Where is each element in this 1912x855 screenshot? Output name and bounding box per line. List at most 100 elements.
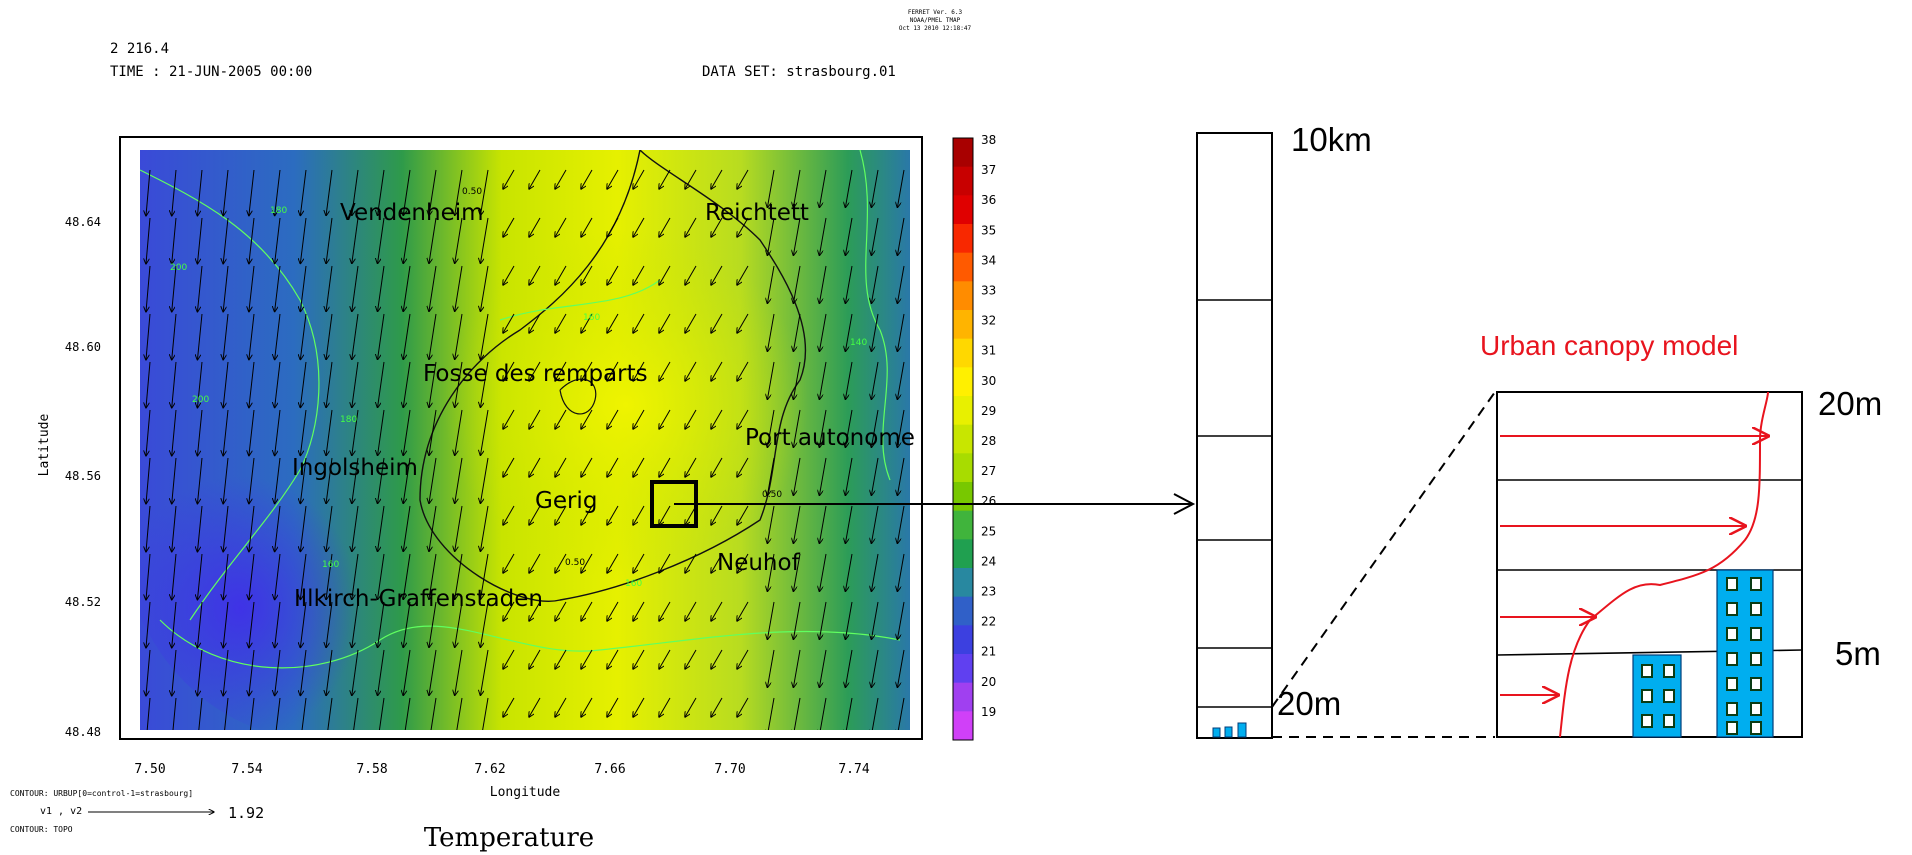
colorbar-tick: 35	[981, 223, 996, 237]
wind-vector	[503, 697, 515, 717]
wind-vector	[685, 217, 697, 237]
contour-label: 0.50	[762, 490, 782, 500]
colorbar-swatch	[953, 510, 973, 540]
colorbar-tick: 20	[981, 675, 996, 689]
wind-vector	[633, 313, 645, 333]
wind-vector	[275, 217, 281, 264]
wind-vector	[633, 697, 645, 717]
wind-vector	[300, 409, 307, 456]
wind-vector	[897, 265, 905, 303]
colorbar-swatch	[953, 654, 973, 684]
wind-vector	[819, 265, 827, 303]
wind-vector	[223, 361, 229, 408]
wind-vector	[300, 169, 307, 216]
wind-vector	[871, 169, 879, 207]
wind-vector	[607, 601, 619, 621]
colorbar-swatch	[953, 711, 973, 741]
wind-vector	[633, 265, 645, 285]
wind-vector	[223, 409, 229, 456]
wind-vector	[249, 505, 255, 552]
place-label: Gerig	[535, 488, 597, 514]
wind-vector	[897, 697, 905, 730]
wind-vector	[711, 313, 723, 333]
wind-vector	[607, 217, 619, 237]
wind-vector	[685, 697, 697, 717]
wind-vector	[455, 169, 463, 215]
wind-vector	[711, 457, 723, 477]
y-ticks: 48.64 48.60 48.56 48.52 48.48	[65, 215, 101, 739]
wind-vector	[326, 553, 333, 600]
colorbar-swatch	[953, 195, 973, 225]
wind-vector	[711, 265, 723, 285]
colorbar-tick: 27	[981, 464, 996, 478]
colorbar-tick: 34	[981, 253, 996, 267]
wind-vector	[455, 313, 463, 359]
wind-vector	[172, 457, 177, 504]
wind-vector	[555, 409, 567, 429]
wind-vector	[555, 697, 567, 717]
building-window	[1726, 602, 1738, 616]
wind-vector	[378, 505, 385, 552]
wind-vector	[581, 457, 593, 477]
wind-vector	[352, 169, 359, 216]
y-tick: 48.64	[65, 215, 101, 229]
wind-vector	[711, 217, 723, 237]
wind-vector	[403, 361, 411, 408]
place-label: Illkirch-Graffenstaden	[294, 586, 543, 612]
wind-vector	[845, 313, 853, 351]
mini-building	[1212, 727, 1221, 738]
building-window	[1750, 702, 1762, 716]
wind-vector	[172, 265, 177, 312]
wind-vector	[737, 601, 749, 621]
wind-vector	[767, 457, 775, 495]
wind-vector	[300, 361, 307, 408]
wind-vector	[819, 457, 827, 495]
wind-vector	[819, 217, 827, 255]
x-ticks: 7.50 7.54 7.58 7.62 7.66 7.70 7.74	[134, 762, 869, 777]
wind-vector	[871, 265, 879, 303]
wind-vector	[378, 361, 385, 408]
colorbar-swatch	[953, 453, 973, 483]
wind-vector	[845, 265, 853, 303]
wind-vector	[480, 649, 489, 695]
y-tick: 48.52	[65, 595, 101, 609]
colorbar-swatch	[953, 682, 973, 712]
building-window	[1663, 689, 1675, 703]
wind-vector	[429, 601, 437, 647]
wind-vector	[503, 265, 515, 285]
wind-vector	[529, 601, 541, 621]
wind-vector	[711, 505, 723, 525]
contour-green-4	[499, 279, 661, 321]
wind-vector	[146, 361, 151, 408]
wind-vector	[793, 457, 801, 495]
wind-vector	[300, 265, 307, 312]
building-window	[1750, 652, 1762, 666]
wind-vector	[659, 361, 671, 381]
vector-legend-value: 1.92	[228, 804, 264, 822]
wind-vector	[275, 457, 281, 504]
wind-vector	[480, 409, 489, 455]
wind-vector	[581, 601, 593, 621]
wind-vector	[480, 553, 489, 599]
wind-vector	[845, 217, 853, 255]
wind-vector	[685, 313, 697, 333]
wind-vector	[275, 649, 281, 696]
wind-vector	[224, 697, 229, 730]
wind-vector	[378, 169, 385, 216]
wind-vector	[172, 553, 177, 600]
wind-vector	[685, 409, 697, 429]
place-label: Reichtett	[705, 200, 809, 226]
colorbar-frame	[952, 137, 974, 741]
wind-vector	[845, 361, 853, 399]
wind-vector	[326, 217, 333, 264]
contour-green-2	[159, 619, 901, 669]
wind-vector	[581, 505, 593, 525]
contour-label: 200	[192, 395, 209, 405]
wind-vector	[480, 217, 489, 263]
wind-vector	[659, 217, 671, 237]
colorbar-tick: 26	[981, 494, 996, 508]
wind-vector	[326, 649, 333, 696]
wind-vector	[819, 361, 827, 399]
wind-vector	[172, 697, 177, 730]
wind-vector	[352, 217, 359, 264]
